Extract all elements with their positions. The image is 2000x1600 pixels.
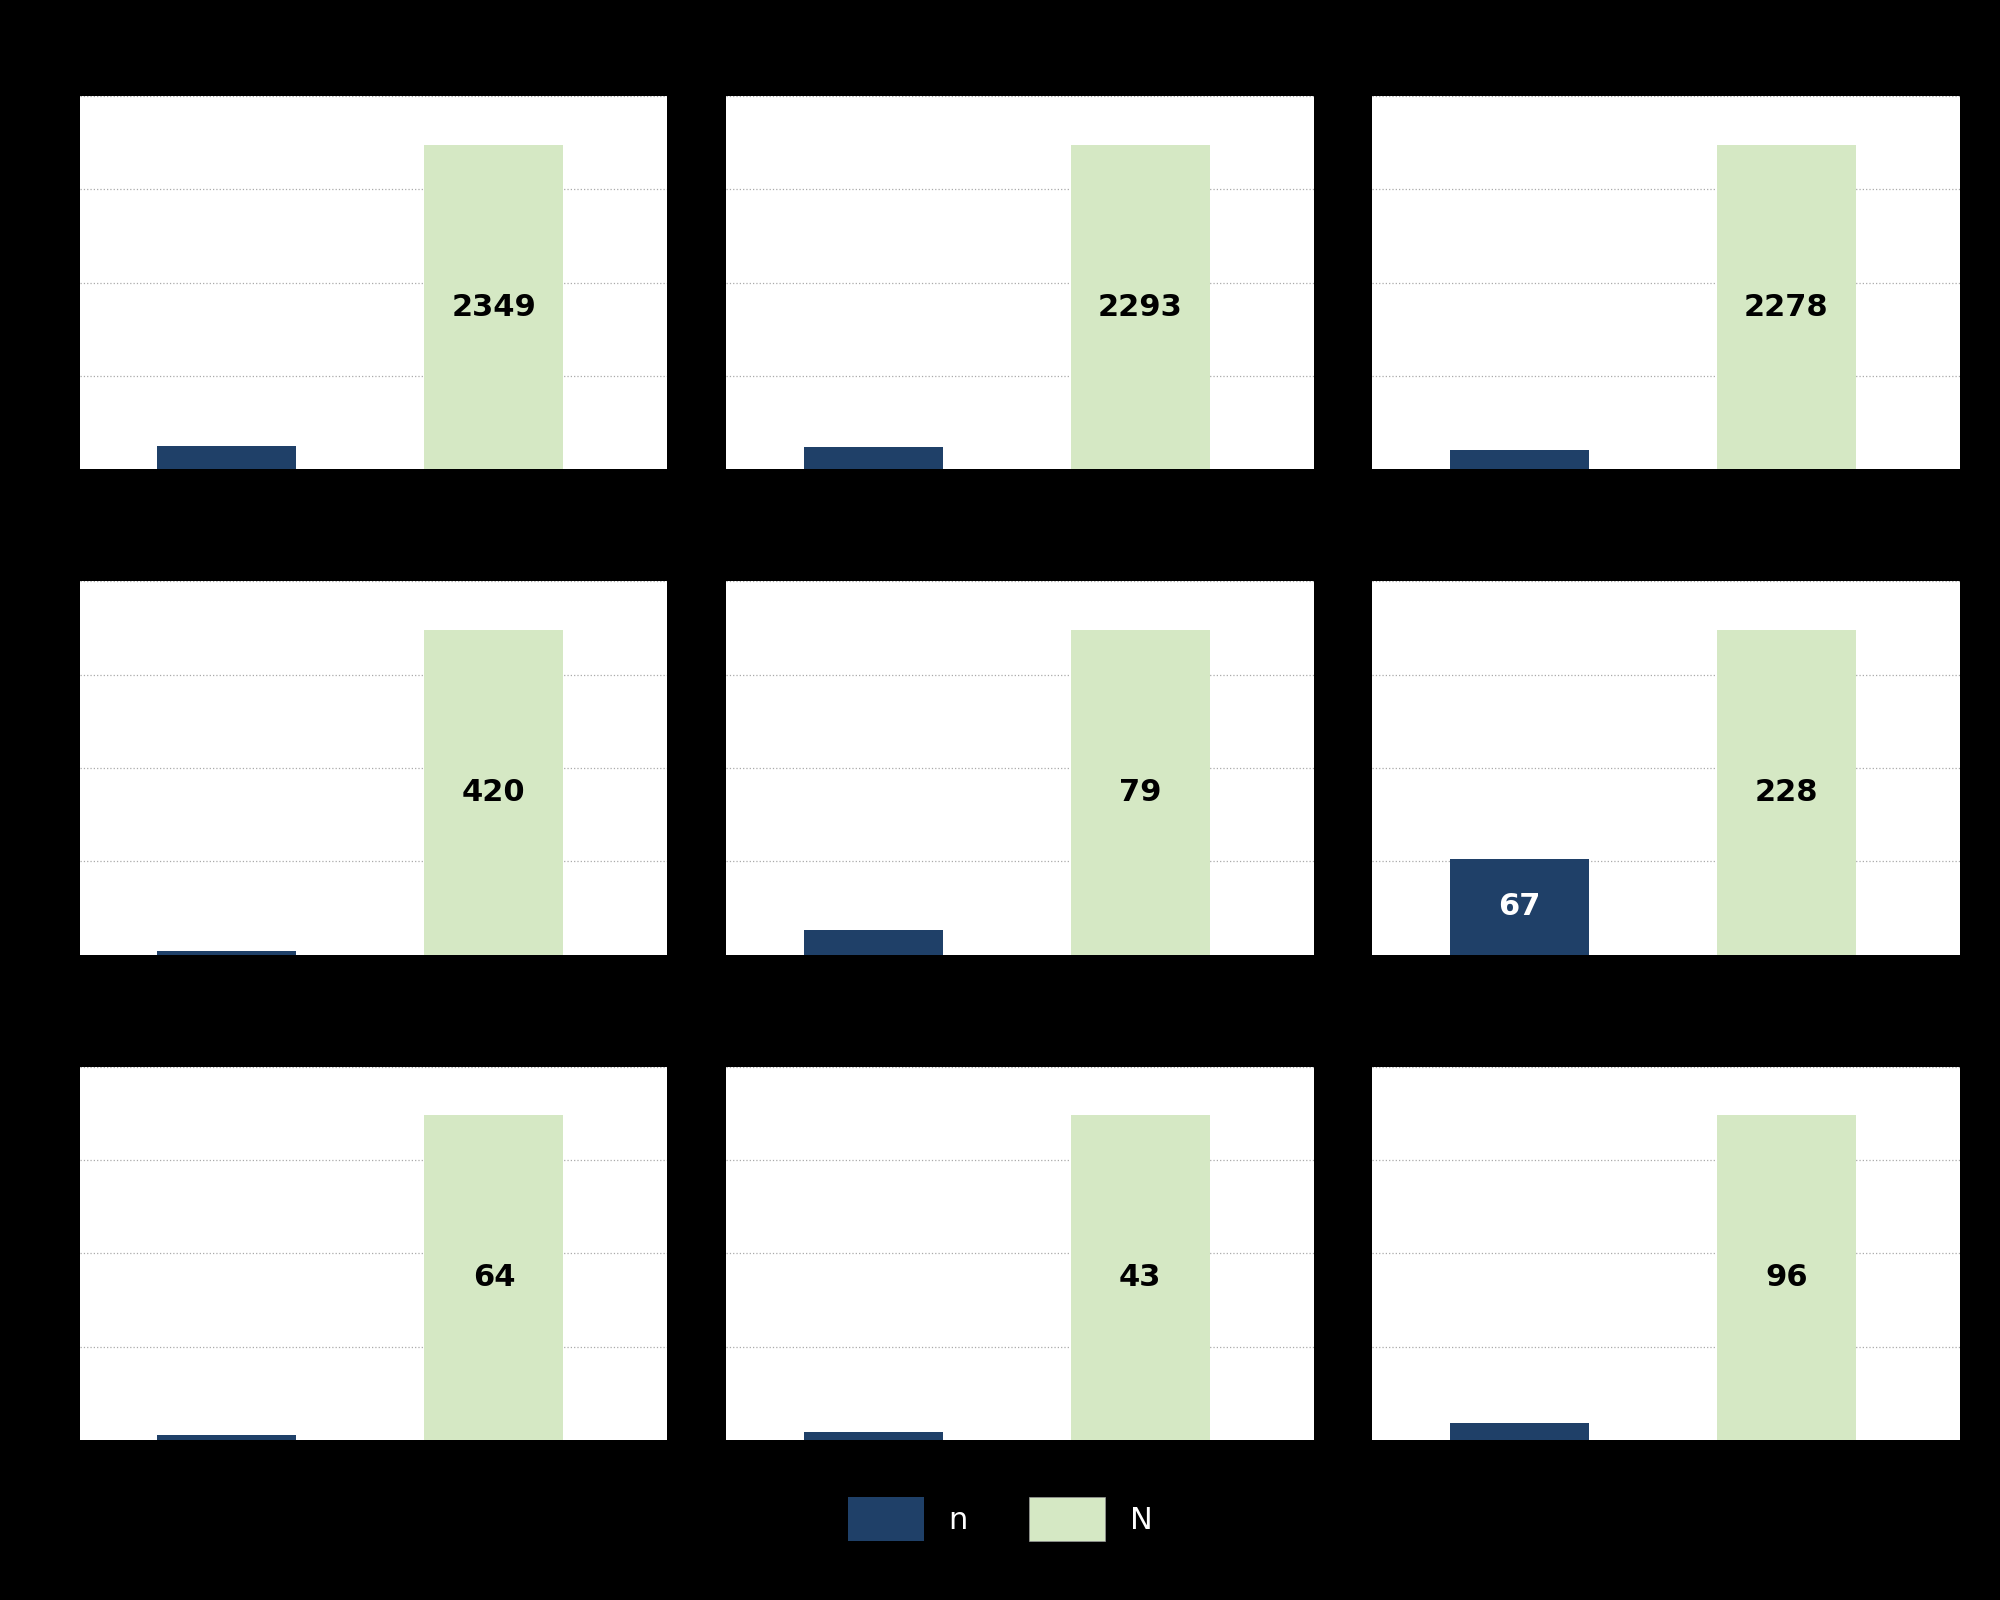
- Bar: [1450, 859, 1588, 955]
- Text: 139: 139: [1488, 405, 1552, 435]
- Bar: [1070, 630, 1210, 955]
- Text: 1: 1: [862, 1389, 884, 1418]
- Text: 160: 160: [842, 403, 904, 432]
- Text: 43: 43: [1118, 1262, 1162, 1293]
- Bar: [1070, 144, 1210, 469]
- Bar: [1450, 1422, 1588, 1440]
- Text: 228: 228: [1754, 778, 1818, 806]
- Bar: [804, 1432, 942, 1440]
- Text: 6: 6: [862, 886, 884, 915]
- Bar: [424, 144, 564, 469]
- Bar: [158, 1435, 296, 1440]
- Text: 1: 1: [216, 1390, 238, 1419]
- Bar: [424, 1115, 564, 1440]
- Text: 67: 67: [1498, 893, 1540, 922]
- Bar: [1450, 450, 1588, 469]
- Text: 5: 5: [216, 907, 238, 936]
- Text: 2349: 2349: [452, 293, 536, 322]
- Text: 420: 420: [462, 778, 526, 806]
- Text: 2278: 2278: [1744, 293, 1828, 322]
- Legend: n, N: n, N: [836, 1485, 1164, 1552]
- Text: 79: 79: [1118, 778, 1162, 806]
- Text: 96: 96: [1766, 1262, 1808, 1293]
- Bar: [1716, 630, 1856, 955]
- Text: 64: 64: [472, 1262, 516, 1293]
- Text: 5: 5: [1508, 1379, 1530, 1408]
- Bar: [1070, 1115, 1210, 1440]
- Bar: [424, 630, 564, 955]
- Bar: [804, 930, 942, 955]
- Bar: [1716, 144, 1856, 469]
- Text: 2293: 2293: [1098, 293, 1182, 322]
- Bar: [158, 446, 296, 469]
- Bar: [804, 446, 942, 469]
- Bar: [158, 950, 296, 955]
- Text: 170: 170: [196, 402, 258, 430]
- Bar: [1716, 1115, 1856, 1440]
